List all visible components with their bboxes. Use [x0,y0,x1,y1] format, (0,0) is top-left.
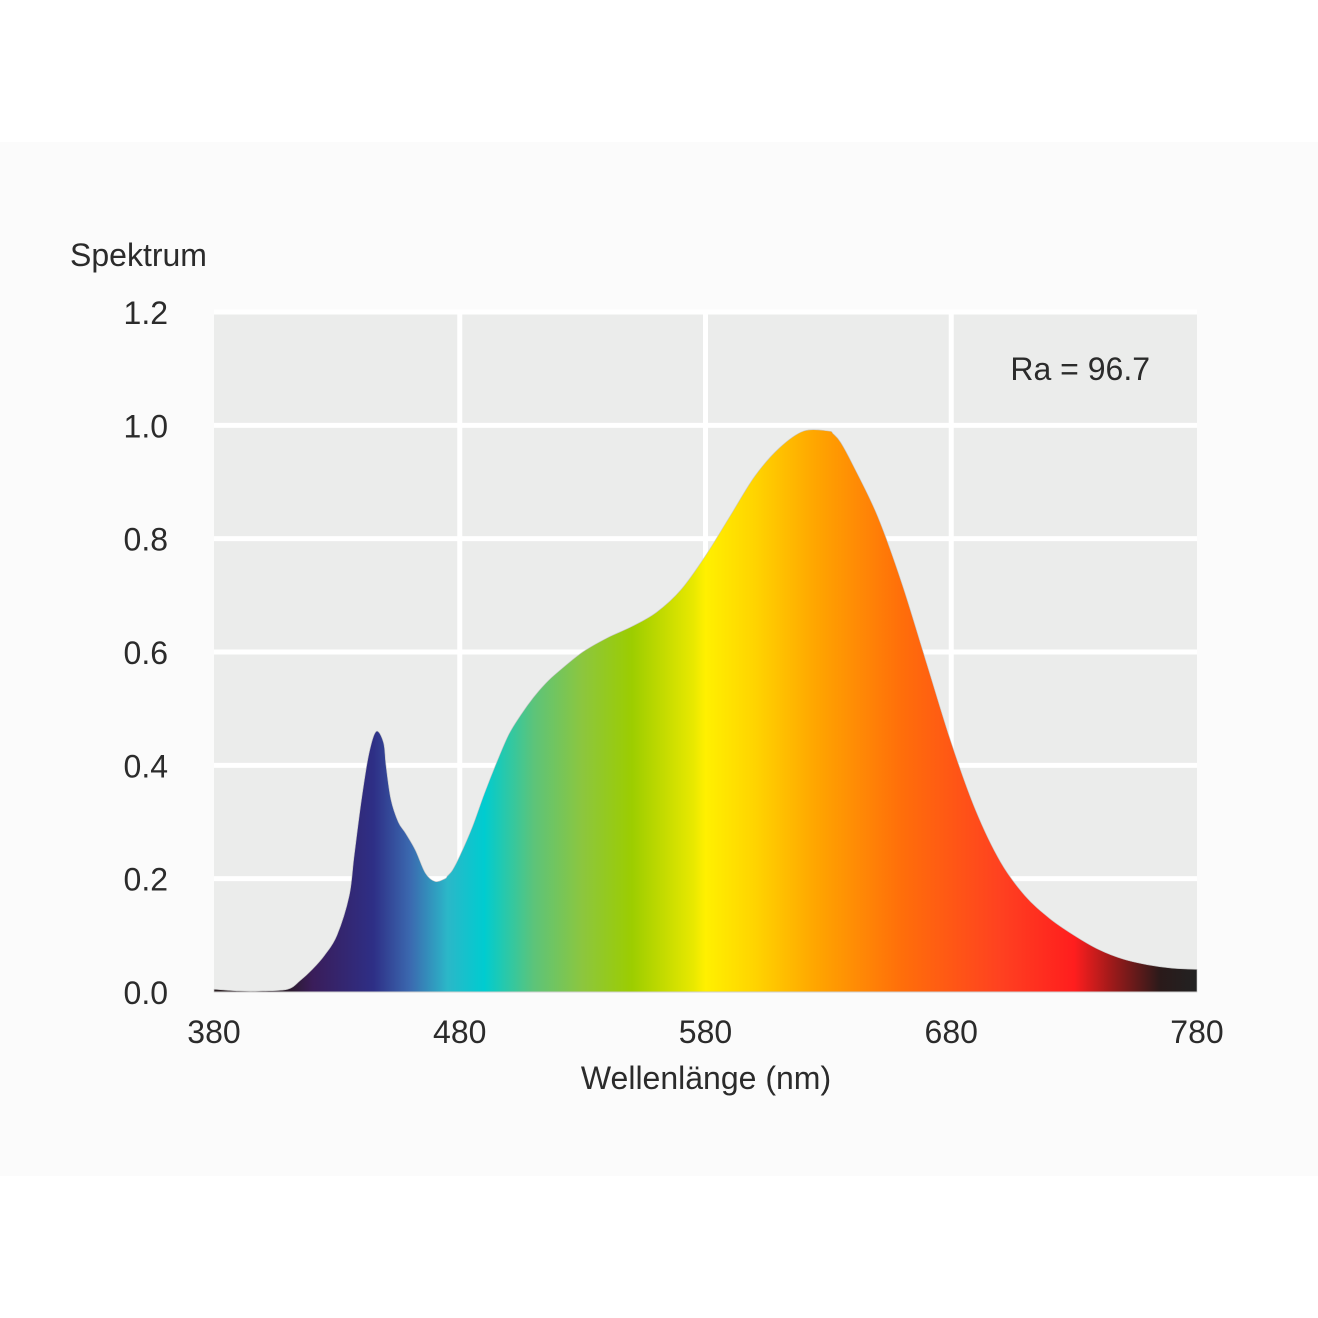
y-tick-label: 1.2 [124,295,168,331]
y-tick-label: 0.8 [124,522,168,558]
x-tick-label: 380 [187,1014,240,1050]
x-tick-labels: 380 480 580 680 780 [187,1014,1223,1050]
x-tick-label: 680 [925,1014,978,1050]
y-tick-label: 0.4 [124,748,168,784]
x-tick-label: 480 [433,1014,486,1050]
x-tick-label: 580 [679,1014,732,1050]
y-tick-label: 0.2 [124,862,168,898]
ra-annotation: Ra = 96.7 [1010,351,1150,387]
x-axis-label: Wellenlänge (nm) [581,1060,831,1096]
y-axis-label: Spektrum [70,237,207,273]
spectrum-area [213,429,1198,993]
y-tick-labels: 0.0 0.2 0.4 0.6 0.8 1.0 1.2 [124,295,168,1011]
x-tick-label: 780 [1170,1014,1223,1050]
y-tick-label: 0.0 [124,975,168,1011]
y-tick-label: 0.6 [124,635,168,671]
y-tick-label: 1.0 [124,408,168,444]
